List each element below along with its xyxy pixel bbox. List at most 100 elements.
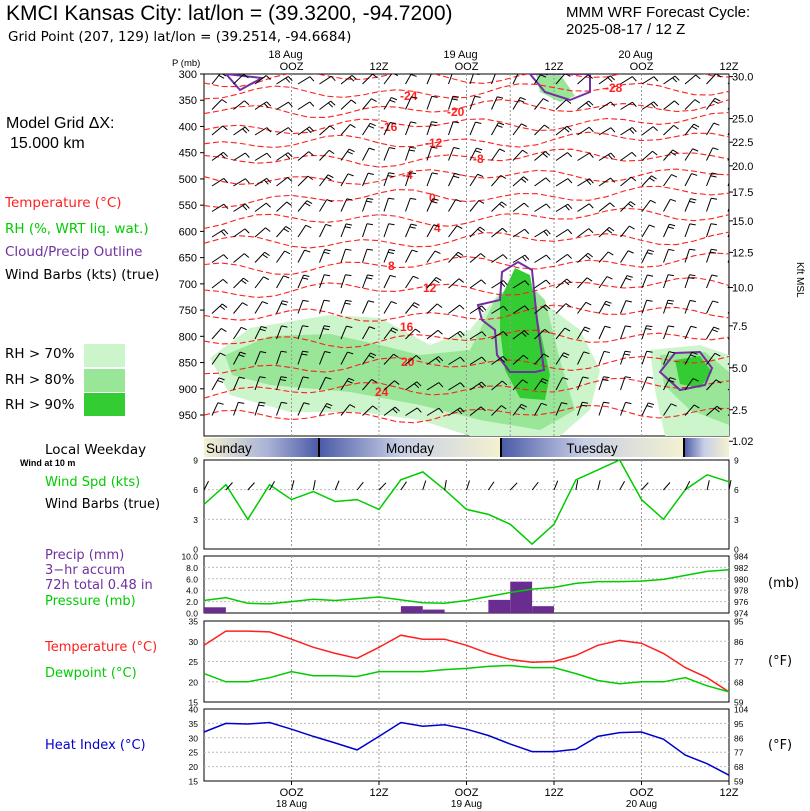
wind-barb (469, 356, 487, 365)
wind-barb (727, 106, 729, 110)
wind-barb (491, 380, 508, 391)
wind-barb (706, 405, 722, 416)
wind-barb (706, 197, 718, 212)
wind-barb (362, 352, 377, 365)
wind-barb (620, 350, 631, 365)
wind-barb-flag (653, 101, 659, 107)
wind-barb-staff (233, 126, 246, 136)
rh90-label: RH > 90% (5, 397, 75, 413)
wind-barb-staff (491, 201, 503, 212)
precip-bar (204, 607, 226, 613)
wind-barb-staff (534, 279, 547, 289)
wind-barb-staff (297, 76, 311, 85)
wind-barb-flag (369, 122, 376, 127)
wind-barb (254, 152, 272, 161)
wind-barb-staff (340, 325, 347, 340)
wind-barb (663, 198, 677, 212)
wind-barb-staff (598, 251, 609, 263)
wind-barb (426, 250, 441, 263)
surface-wind-barb (619, 481, 625, 491)
wind-barb-staff (383, 327, 393, 340)
wind-barb-staff (512, 280, 526, 289)
bottom-date-label: 20 Aug (626, 799, 657, 810)
wind-barb (276, 176, 293, 187)
wind-barb (405, 249, 418, 263)
temp-ytick-left: 15 (189, 698, 199, 708)
wind-barb (254, 227, 271, 238)
wind-barb-flag (283, 228, 290, 233)
wind-barb (641, 325, 653, 340)
wind-barb-staff (663, 199, 671, 212)
wind-barb-flag (260, 351, 267, 354)
wind-barb-flag (734, 304, 740, 306)
wind-barb-staff (620, 402, 626, 416)
wind-barb (276, 275, 290, 289)
wind-barb-staff (684, 223, 691, 238)
wind-barb-flag (368, 125, 375, 129)
wind-barb (426, 74, 432, 85)
wind-barb-staff (620, 376, 626, 391)
wind-barb-flag (431, 121, 438, 124)
wind-barb (362, 147, 375, 161)
wind-barb-staff (340, 198, 348, 212)
wind-barb-flag (346, 325, 353, 328)
wind-barb (706, 379, 722, 391)
wind-barb (233, 100, 250, 110)
wind-barb-flag (477, 173, 484, 178)
wind-barb-flag (714, 407, 720, 413)
wind-barb-staff (641, 249, 649, 263)
wind-barb-staff (577, 277, 588, 289)
wind-barb-flag (281, 401, 288, 404)
wind-barb-flag (563, 352, 570, 356)
wind-barb-flag (306, 128, 312, 134)
wind-barb-staff (211, 229, 225, 238)
wind-barb (620, 151, 637, 161)
temp-f-ytick-right: 68 (734, 677, 744, 687)
wind-barb (383, 121, 397, 136)
wind-barb-flag (502, 280, 508, 286)
wind-barb-flag (244, 100, 250, 106)
wind-barb-flag (540, 380, 547, 384)
wind-barb-flag (433, 279, 440, 284)
wind-barb (362, 248, 374, 263)
wind-barb-flag (415, 328, 421, 333)
wind-barb (340, 377, 355, 391)
legend-cloud: Cloud/Precip Outline (5, 244, 143, 260)
wind-barb (706, 248, 718, 263)
wind-barb-flag (409, 226, 416, 229)
wind-barb-flag (223, 178, 229, 184)
forecast-cycle-label: MMM WRF Forecast Cycle: (566, 4, 751, 21)
wind-barb (555, 303, 572, 314)
wind-barb-flag (222, 125, 228, 131)
wind-barb-staff (233, 152, 246, 161)
wind-barb-staff (319, 274, 325, 289)
wind-barb-flag (646, 299, 653, 302)
wind-barb-staff (233, 327, 242, 340)
wind-barb-flag (481, 331, 487, 337)
wind-barb (362, 98, 377, 110)
wind-barb (297, 325, 309, 340)
isotherm-label: 4 (434, 221, 441, 235)
wind-barb-staff (555, 377, 563, 391)
wind-barb (512, 254, 530, 263)
cloud-outline-3 (224, 74, 266, 92)
wind-barb-staff (469, 305, 483, 314)
wind-barb-flag (603, 401, 610, 404)
wind-barb-flag (588, 100, 594, 106)
wind-barb-staff (362, 352, 371, 365)
wind-barb (512, 280, 530, 289)
wind-barb-flag (584, 326, 591, 330)
wind-barb (663, 351, 675, 365)
wind-barb-staff (598, 127, 612, 136)
wind-barb-staff (598, 202, 611, 212)
wind-barb-staff (211, 328, 222, 340)
wind-barb-staff (448, 74, 453, 85)
wind-ytick-left: 9 (193, 456, 198, 466)
wind-barb-flag (673, 124, 679, 130)
wind-barb (620, 325, 632, 340)
wind-barb (276, 250, 291, 263)
surface-wind-barb (597, 480, 601, 491)
wind-barb-staff (297, 175, 309, 187)
pressure-ytick-right: 978 (734, 586, 748, 596)
day-segment-sunday (204, 438, 319, 457)
